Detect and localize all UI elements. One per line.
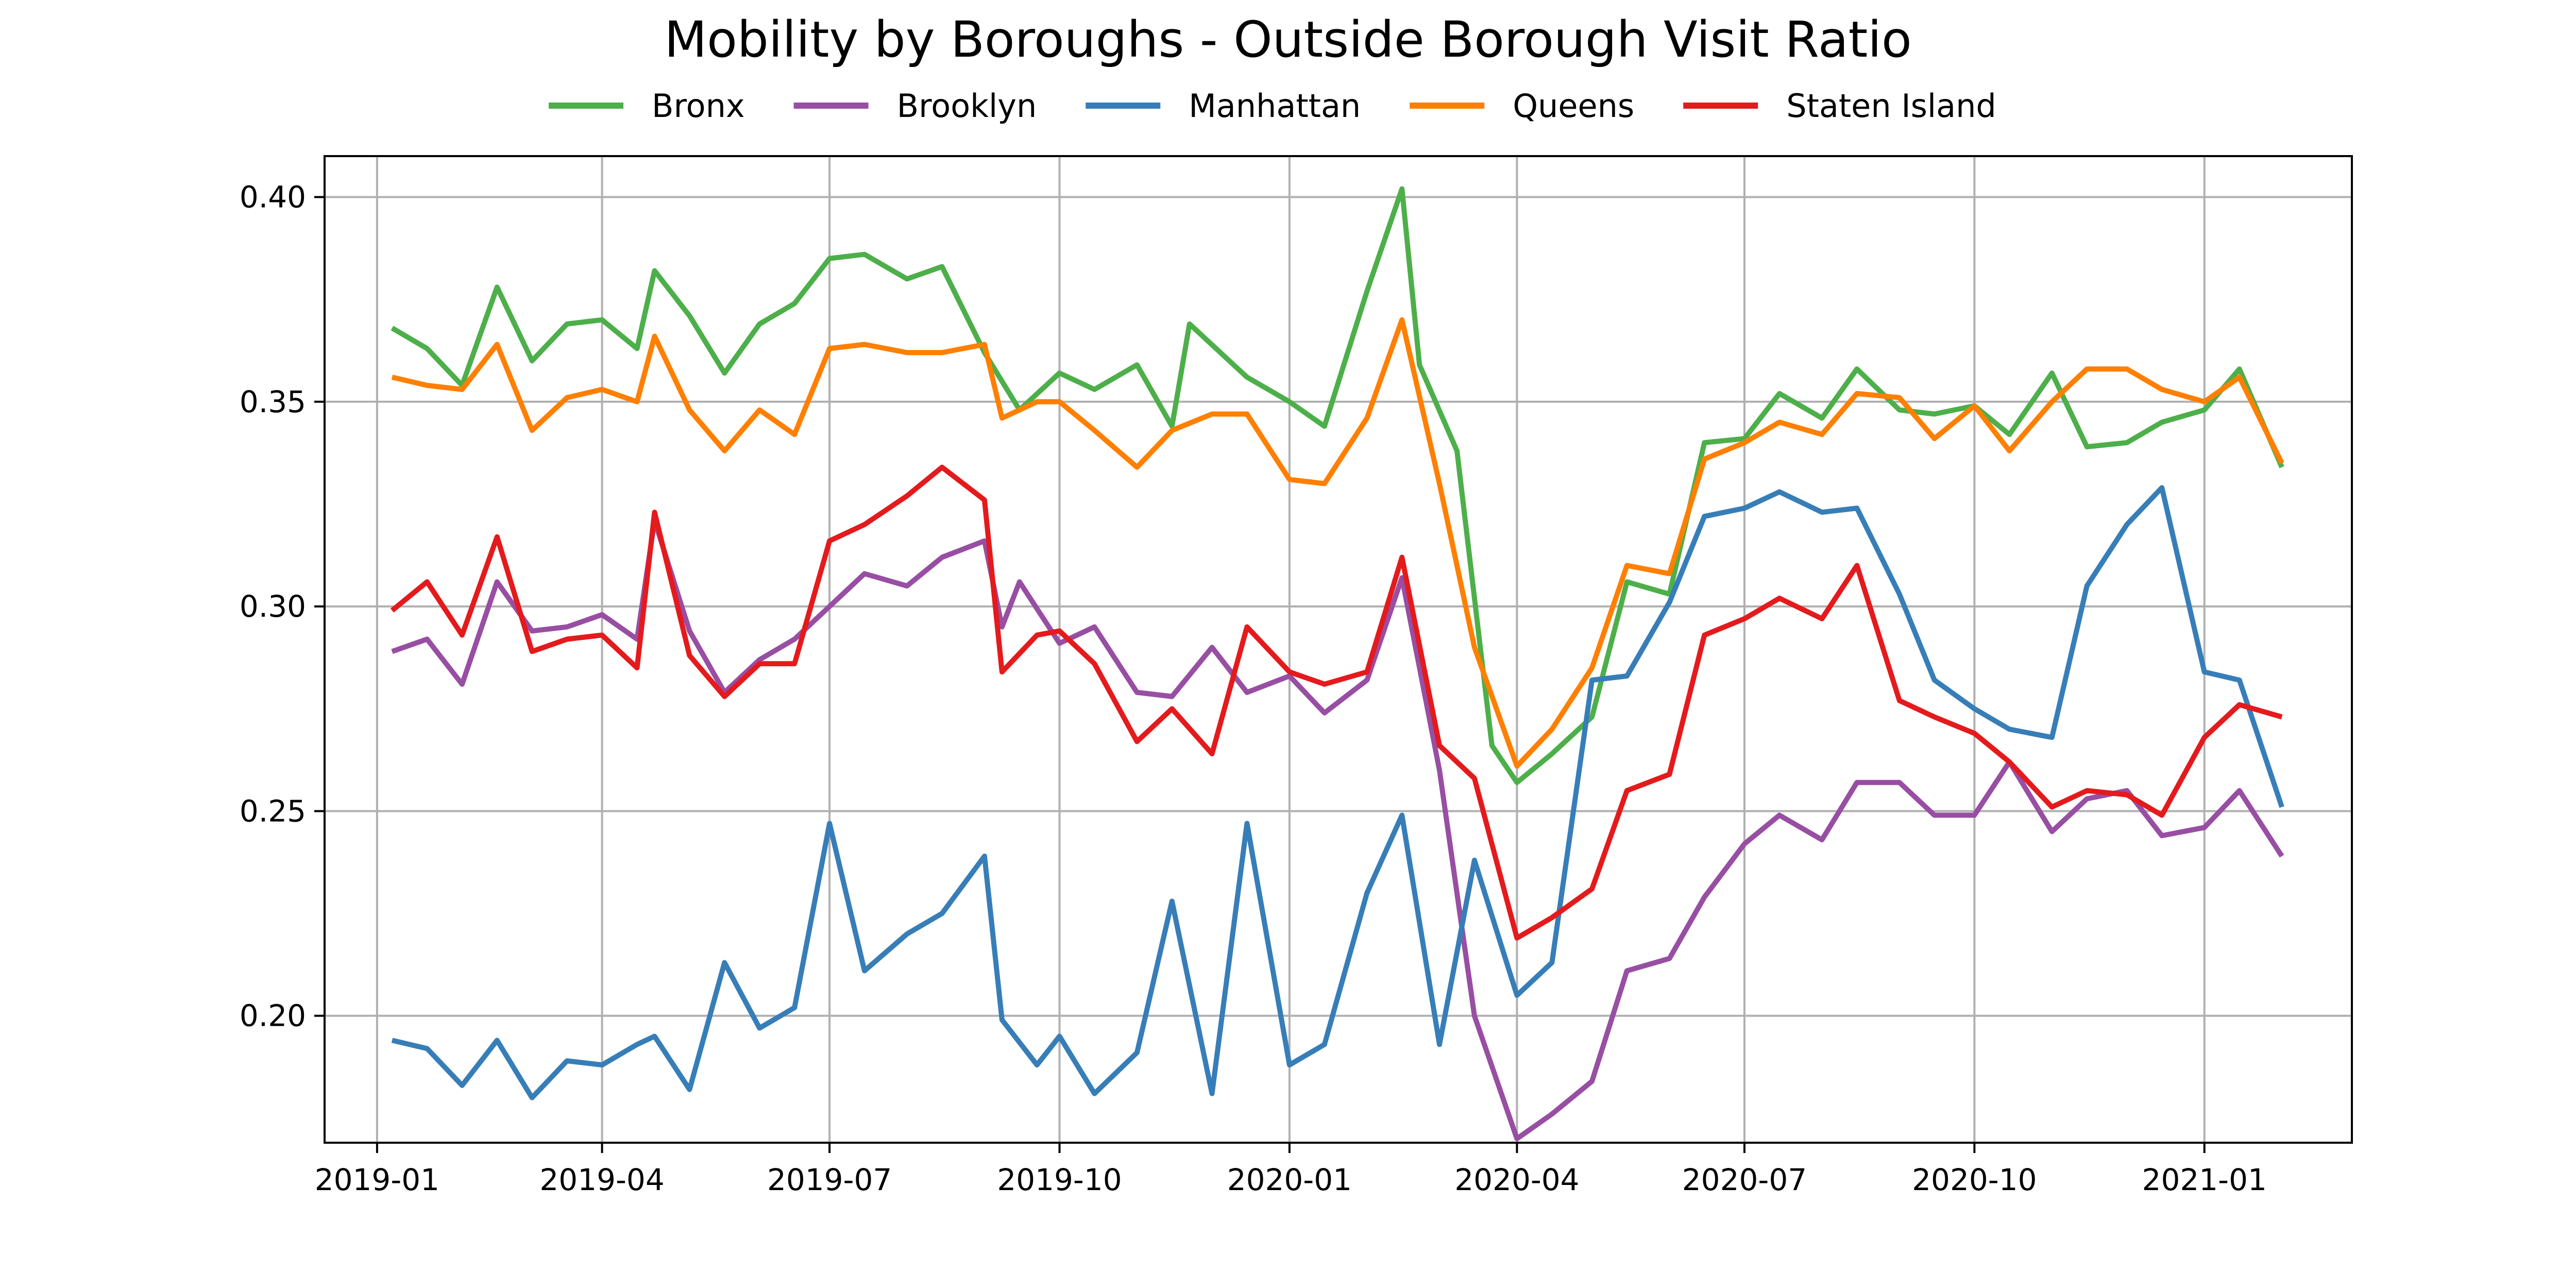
y-tick-label: 0.25	[240, 793, 306, 828]
x-tick-label: 2019-01	[315, 1162, 439, 1197]
x-tick-label: 2019-07	[767, 1162, 892, 1197]
chart-title: Mobility by Boroughs - Outside Borough V…	[664, 11, 1911, 69]
series-line-manhattan	[391, 485, 2284, 1100]
x-tick-label: 2021-01	[2142, 1162, 2267, 1197]
y-tick-label: 0.40	[240, 179, 306, 214]
x-axis: 2019-01 2019-04 2019-07 2019-10 2020-01 2020-…	[315, 1143, 2267, 1197]
legend-label: Staten Island	[1786, 87, 1996, 125]
x-tick-label: 2020-04	[1454, 1162, 1579, 1197]
legend-label: Bronx	[652, 87, 745, 125]
legend: Bronx Brooklyn Manhattan Queens Staten Islan…	[549, 87, 1996, 125]
legend-label: Manhattan	[1189, 87, 1361, 125]
legend-item-queens: Queens	[1410, 87, 1634, 125]
legend-item-manhattan: Manhattan	[1086, 87, 1361, 125]
x-tick-label: 2020-10	[1912, 1162, 2037, 1197]
legend-item-staten-island: Staten Island	[1683, 87, 1996, 125]
series-line-brooklyn	[391, 518, 2284, 1142]
series-line-staten-island	[390, 464, 2283, 941]
x-tick-label: 2020-01	[1227, 1162, 1352, 1197]
grid	[325, 156, 2352, 1143]
y-axis: 0.20 0.25 0.30 0.35 0.40	[240, 179, 325, 1033]
x-tick-label: 2019-04	[539, 1162, 664, 1197]
legend-label: Queens	[1513, 87, 1634, 125]
y-tick-label: 0.35	[240, 384, 306, 419]
legend-item-bronx: Bronx	[549, 87, 745, 125]
plot-lines	[390, 186, 2284, 1142]
y-tick-label: 0.30	[240, 589, 306, 624]
x-tick-label: 2020-07	[1682, 1162, 1807, 1197]
legend-label: Brooklyn	[897, 87, 1037, 125]
x-tick-label: 2019-10	[997, 1162, 1122, 1197]
plot-frame	[324, 155, 2353, 1144]
y-tick-label: 0.20	[240, 998, 306, 1033]
legend-item-brooklyn: Brooklyn	[793, 87, 1037, 125]
series-line-bronx	[391, 186, 2284, 785]
series-line-queens	[391, 317, 2284, 769]
